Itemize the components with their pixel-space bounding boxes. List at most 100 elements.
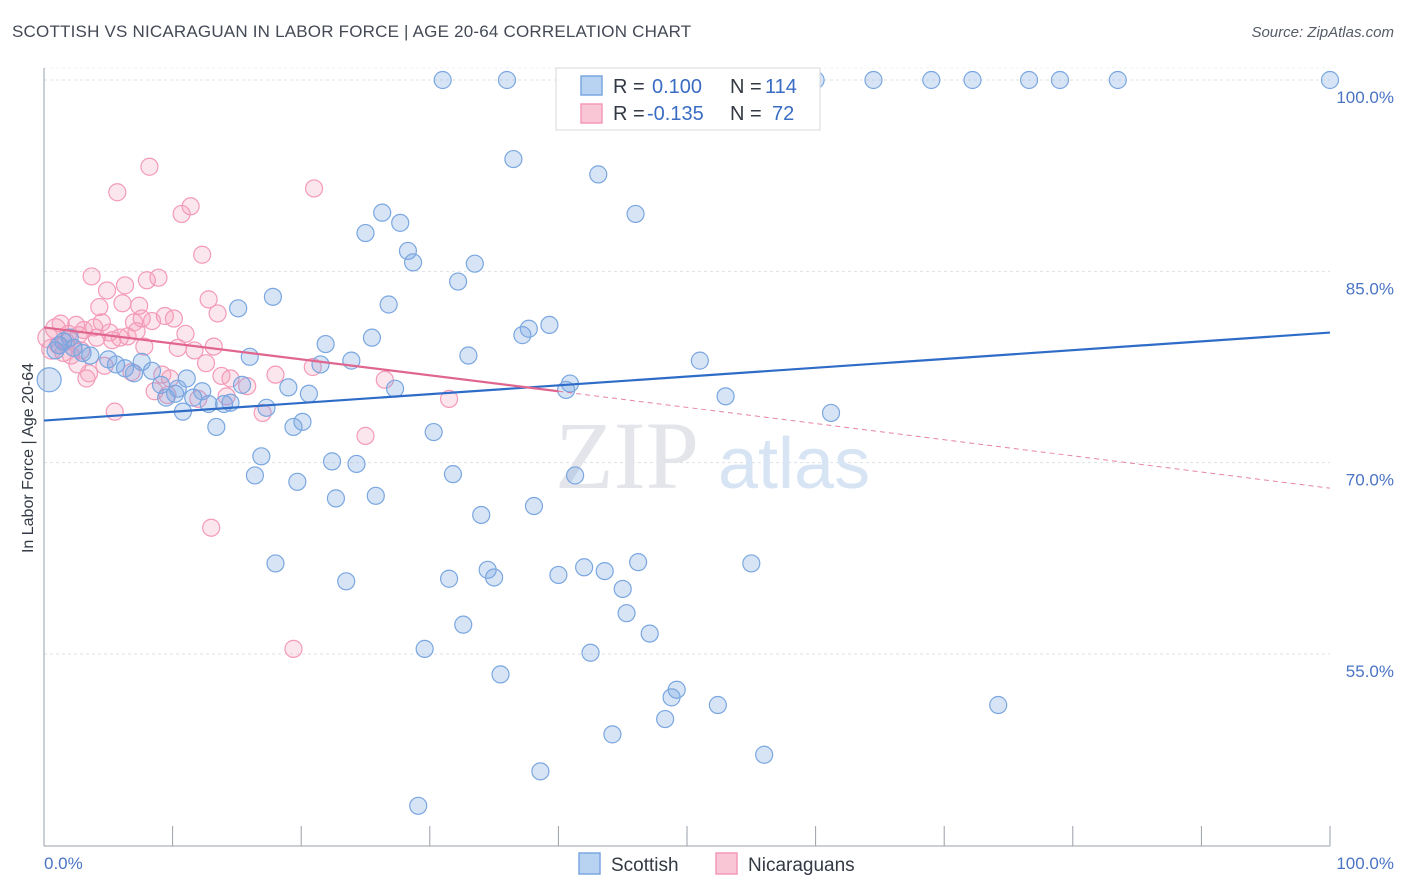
nicaraguans-point — [92, 313, 111, 332]
scottish-point — [1019, 70, 1039, 90]
bottom-legend-swatch-nicaraguans — [715, 852, 738, 875]
nicaraguans-point — [137, 271, 156, 290]
nicaraguans-point — [82, 267, 101, 286]
nicaraguans-point — [221, 369, 240, 388]
scottish-point — [519, 319, 538, 338]
scottish-point — [716, 387, 735, 406]
scottish-point — [184, 388, 203, 407]
bottom-legend-label-nicaraguans: Nicaraguans — [748, 855, 855, 876]
scottish-point — [540, 315, 559, 335]
scottish-point — [989, 695, 1008, 715]
nicaraguans-point — [202, 518, 221, 537]
scottish-point — [132, 352, 151, 371]
scottish-point — [373, 203, 392, 222]
scottish-point — [708, 695, 727, 715]
bottom-legend-label-scottish: Scottish — [611, 855, 679, 876]
nicaraguans-point — [115, 276, 135, 295]
scottish-point — [963, 70, 982, 90]
scottish-point — [279, 378, 298, 397]
legend-r-label-nicaraguans: R = — [613, 103, 645, 125]
scottish-point — [299, 384, 319, 403]
nicaraguans-point — [208, 304, 227, 323]
legend-r-label-scottish: R = — [613, 76, 645, 98]
nicaraguans-point — [375, 370, 394, 389]
scottish-point — [36, 367, 62, 393]
scottish-point — [366, 486, 385, 505]
x-tick-label-min: 0.0% — [44, 854, 83, 873]
nicaraguans-trend-line — [43, 326, 559, 393]
scottish-point — [1108, 70, 1127, 90]
y-tick-label-85: 85.0% — [1346, 279, 1394, 298]
scottish-point — [362, 328, 382, 347]
scottish-point — [424, 422, 443, 442]
watermark: ZIP atlas — [555, 402, 870, 509]
scottish-point — [497, 70, 517, 90]
nicaraguans-point — [204, 337, 223, 356]
y-tick-label-100: 100.0% — [1336, 88, 1394, 107]
scottish-point — [439, 569, 459, 588]
scottish-point — [575, 558, 594, 577]
nicaraguans-point — [356, 426, 375, 445]
nicaraguans-point — [193, 245, 212, 264]
scottish-point — [115, 359, 135, 378]
watermark-atlas: atlas — [718, 424, 870, 504]
scottish-point — [257, 398, 276, 417]
scottish-point — [443, 465, 463, 484]
bottom-legend: Scottish Nicaraguans — [578, 852, 855, 876]
scottish-point — [263, 287, 283, 306]
legend-r-value-scottish: 0.100 — [652, 76, 702, 98]
scottish-point — [626, 204, 645, 224]
scottish-point — [142, 361, 162, 380]
nicaraguans-point — [284, 639, 303, 658]
scottish-point — [356, 223, 375, 243]
scottish-point — [742, 554, 761, 573]
nicaraguans-points — [37, 157, 459, 658]
scottish-point — [1320, 70, 1340, 90]
scottish-point — [629, 553, 648, 572]
scottish-point — [322, 452, 342, 471]
legend-n-value-scottish: 114 — [765, 76, 797, 98]
scottish-point — [240, 347, 259, 366]
scottish-point — [504, 149, 523, 169]
scottish-point — [288, 472, 307, 491]
scottish-point — [245, 466, 265, 485]
scottish-point — [589, 165, 608, 184]
nicaraguans-point — [51, 314, 70, 333]
scottish-point — [531, 762, 550, 781]
scottish-point — [864, 70, 883, 90]
nicaraguans-trend-extension — [558, 390, 1331, 489]
legend-n-label-scottish: N = — [730, 76, 762, 98]
nicaraguans-point — [140, 157, 159, 176]
scottish-point — [385, 379, 405, 398]
scottish-point — [595, 561, 614, 581]
grid-lines — [44, 67, 1330, 655]
scottish-point — [581, 643, 600, 662]
scottish-point — [81, 346, 100, 365]
chart-title: SCOTTISH VS NICARAGUAN IN LABOR FORCE | … — [12, 22, 692, 41]
nicaraguans-point — [108, 183, 127, 202]
scottish-point — [207, 417, 226, 437]
scottish-point — [337, 572, 356, 591]
scottish-point — [293, 412, 312, 431]
nicaraguans-point — [196, 354, 216, 373]
legend-swatch-nicaraguans — [580, 103, 603, 124]
trend-lines — [43, 326, 1331, 489]
nicaraguans-point — [199, 290, 218, 309]
nicaraguans-point — [439, 389, 459, 408]
scottish-point — [656, 709, 675, 729]
scottish-point — [613, 579, 632, 599]
nicaraguans-point — [304, 179, 324, 198]
scottish-point — [106, 355, 126, 374]
watermark-zip: ZIP — [555, 402, 699, 509]
x-ticks — [43, 826, 1331, 846]
scottish-point — [60, 328, 79, 347]
scottish-point — [491, 665, 510, 684]
scottish-point — [166, 384, 185, 403]
scottish-point — [284, 417, 303, 437]
nicaraguans-point — [77, 369, 96, 388]
scottish-point — [266, 554, 285, 573]
scottish-point — [640, 624, 659, 643]
x-tick-label-max: 100.0% — [1336, 854, 1394, 873]
scottish-point — [485, 568, 504, 587]
